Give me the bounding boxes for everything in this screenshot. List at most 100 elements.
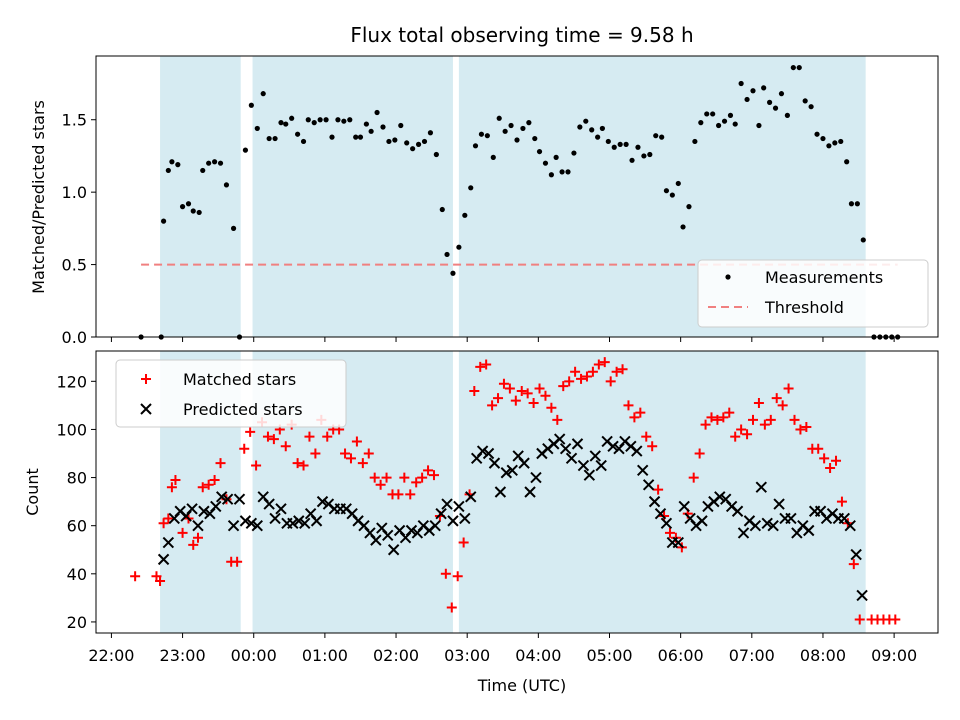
- matched-stars-point: [411, 477, 422, 488]
- measurement-point: [756, 122, 762, 129]
- matched-stars-point: [158, 518, 169, 529]
- matched-stars-point: [653, 484, 664, 495]
- predicted-stars-point: [293, 515, 305, 527]
- matched-stars-point: [262, 431, 273, 442]
- measurement-point: [323, 117, 329, 123]
- measurement-point: [335, 117, 341, 123]
- measurement-point: [502, 128, 508, 134]
- predicted-stars-point: [571, 438, 584, 450]
- matched-stars-point: [742, 429, 753, 440]
- matched-stars-point: [765, 414, 776, 425]
- measurement-point: [583, 118, 589, 124]
- matched-stars-point: [428, 470, 439, 481]
- predicted-stars-point: [370, 534, 382, 546]
- matched-stars-point: [516, 385, 527, 396]
- measurement-point: [659, 134, 665, 140]
- predicted-stars-point: [453, 500, 465, 513]
- measurement-point: [462, 212, 468, 218]
- predicted-stars-point: [844, 519, 856, 532]
- measurement-point: [848, 201, 855, 207]
- matched-stars-point: [268, 434, 279, 445]
- matched-stars-point: [399, 472, 410, 483]
- predicted-stars-point: [299, 517, 311, 529]
- measurement-point: [169, 159, 175, 165]
- predicted-stars-point: [186, 503, 198, 515]
- matched-stars-point: [393, 489, 404, 500]
- matched-stars-point: [170, 474, 181, 485]
- measurement-point: [433, 151, 439, 158]
- measurement-point: [595, 134, 601, 140]
- top-y-axis-label: Matched/Predicted stars: [29, 100, 48, 294]
- predicted-stars-point: [233, 493, 246, 505]
- measurement-point: [347, 117, 353, 123]
- measurement-point: [283, 121, 289, 127]
- matched-stars-point: [232, 556, 243, 567]
- measurement-point: [653, 133, 659, 139]
- matched-stars-point: [611, 366, 622, 377]
- measurement-point: [532, 135, 538, 142]
- measurement-point: [814, 131, 820, 137]
- matched-stars-point: [694, 448, 705, 459]
- measurement-point: [456, 244, 462, 250]
- predicted-stars-point: [577, 459, 590, 472]
- measurement-point: [710, 111, 716, 117]
- x-tick-label: 01:00: [302, 646, 348, 665]
- measurement-point: [472, 143, 479, 149]
- matched-stars-point: [688, 472, 699, 483]
- matched-stars-point: [215, 458, 226, 469]
- predicted-stars-point: [198, 505, 210, 517]
- measurement-point: [421, 138, 428, 145]
- predicted-stars-point: [263, 498, 275, 510]
- measurement-point: [478, 131, 485, 137]
- measurement-point: [175, 162, 181, 168]
- measurement-point: [536, 148, 543, 155]
- matched-stars-point: [381, 472, 392, 483]
- matched-stars-point: [813, 443, 824, 454]
- predicted-stars-point: [287, 517, 299, 529]
- measurement-point: [647, 151, 653, 158]
- x-tick-label: 22:00: [88, 646, 134, 665]
- measurement-point: [260, 91, 266, 97]
- predicted-stars-point: [382, 529, 394, 542]
- predicted-stars-point: [731, 505, 744, 517]
- predicted-stars-point: [803, 524, 815, 537]
- predicted-stars-point: [269, 512, 281, 525]
- matched-stars-point: [587, 366, 598, 377]
- matched-stars-point: [825, 462, 836, 473]
- axes-frame: [95, 55, 939, 338]
- measurement-point: [217, 160, 224, 166]
- measurement-point: [514, 137, 520, 143]
- matched-stars-point: [245, 426, 256, 437]
- measurement-point: [663, 188, 670, 194]
- measurement-point: [548, 172, 554, 178]
- predicted-stars-point: [192, 519, 204, 532]
- measurement-point: [520, 125, 526, 132]
- x-tick-label: 03:00: [444, 646, 490, 665]
- matched-stars-point: [423, 465, 434, 476]
- matched-stars-point: [188, 539, 199, 550]
- legend: Measurements Threshold: [697, 259, 929, 328]
- predicted-stars-point: [251, 519, 263, 532]
- measurement-point: [611, 144, 617, 150]
- count-panel: 20 40 60 80 100 120 22:00 23:00 00:00 01:00 02:00 0…: [56, 350, 939, 665]
- matched-stars-point: [522, 388, 533, 399]
- matched-stars-point: [310, 448, 321, 459]
- predicted-stars-point: [678, 500, 690, 513]
- predicted-stars-point: [767, 519, 779, 532]
- measurement-point: [300, 138, 307, 145]
- predicted-stars-point: [494, 486, 507, 498]
- matched-stars-point: [552, 414, 563, 425]
- predicted-stars-point: [607, 440, 619, 452]
- matched-stars-point: [130, 571, 141, 582]
- measurement-point: [767, 99, 773, 105]
- predicted-stars-point: [405, 524, 418, 537]
- measurement-point: [589, 127, 595, 133]
- matched-stars-point: [558, 381, 569, 392]
- measurement-point: [680, 224, 686, 230]
- measurement-point: [190, 208, 196, 214]
- matched-stars-point: [570, 366, 581, 377]
- measurement-point: [772, 105, 779, 111]
- measurement-point: [844, 159, 850, 165]
- matched-stars-point: [831, 455, 842, 466]
- measurement-point: [738, 80, 744, 87]
